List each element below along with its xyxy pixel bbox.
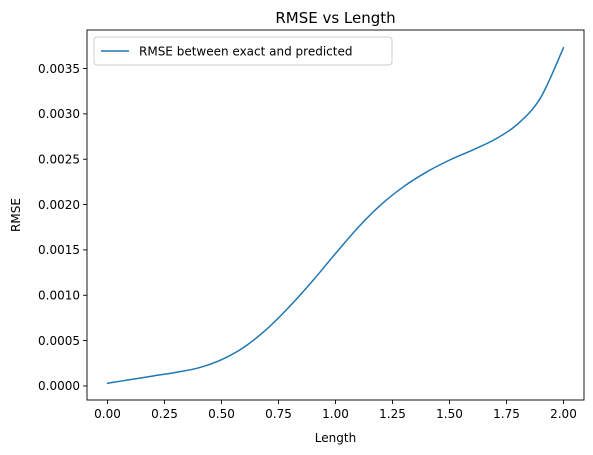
y-tick-label: 0.0020 — [38, 198, 80, 212]
series-line — [106, 46, 565, 384]
y-tick-label: 0.0015 — [38, 243, 80, 257]
y-tick-label: 0.0005 — [38, 334, 80, 348]
y-tick-label: 0.0000 — [38, 379, 80, 393]
x-axis-ticks: 0.00 0.25 0.50 0.75 1.00 1.25 1.50 1.75 2.00 — [94, 400, 577, 421]
x-tick-label: 1.25 — [379, 407, 406, 421]
y-axis-ticks: 0.0000 0.0005 0.0010 0.0015 0.0020 0.0025 0.00… — [38, 62, 87, 393]
y-tick-label: 0.0030 — [38, 107, 80, 121]
x-tick-label: 1.00 — [322, 407, 349, 421]
x-tick-label: 0.50 — [208, 407, 235, 421]
y-tick-label: 0.0025 — [38, 153, 80, 167]
x-axis-label: Length — [315, 431, 356, 445]
legend-box — [93, 36, 393, 66]
x-tick-label: 1.75 — [493, 407, 520, 421]
x-tick-label: 1.50 — [436, 407, 463, 421]
x-tick-label: 0.25 — [151, 407, 178, 421]
legend: RMSE between exact and predicted — [93, 36, 393, 66]
x-tick-label: 0.75 — [265, 407, 292, 421]
y-tick-label: 0.0035 — [38, 62, 80, 76]
x-tick-label: 2.00 — [550, 407, 577, 421]
y-axis-label: RMSE — [9, 198, 23, 232]
legend-label: RMSE between exact and predicted — [139, 45, 352, 59]
chart-title: RMSE vs Length — [275, 9, 395, 27]
y-tick-label: 0.0010 — [38, 289, 80, 303]
x-tick-label: 0.00 — [94, 407, 121, 421]
